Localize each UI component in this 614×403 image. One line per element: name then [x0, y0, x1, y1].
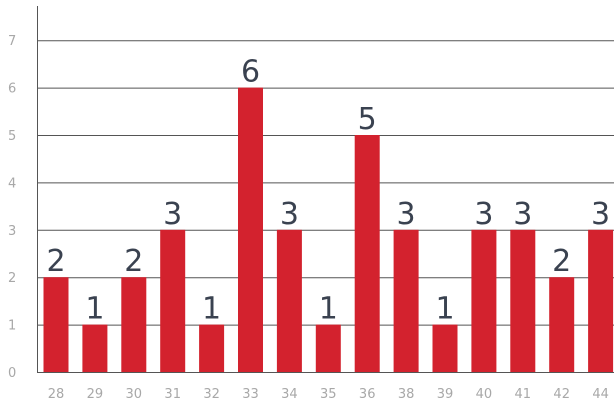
data-label-36: 5 — [358, 102, 377, 137]
bar-38 — [393, 229, 419, 372]
x-tick-label-34: 34 — [281, 387, 298, 402]
bar-32 — [199, 324, 225, 372]
data-label-39: 1 — [435, 292, 454, 327]
y-tick-label: 7 — [8, 34, 16, 49]
bar-39 — [432, 324, 458, 372]
bar-41 — [510, 229, 536, 372]
data-label-40: 3 — [474, 197, 493, 232]
x-tick-label-39: 39 — [437, 387, 454, 402]
x-tick-label-30: 30 — [126, 387, 143, 402]
bar-35 — [315, 324, 341, 372]
data-label-42: 2 — [552, 244, 571, 279]
bars — [43, 87, 614, 372]
y-tick-label: 4 — [8, 176, 16, 191]
y-tick-label: 2 — [8, 271, 16, 286]
y-tick-label: 1 — [8, 319, 16, 334]
x-tick-label-28: 28 — [48, 387, 65, 402]
x-tick-label-32: 32 — [203, 387, 220, 402]
data-label-33: 6 — [241, 55, 260, 90]
data-label-41: 3 — [513, 197, 532, 232]
x-tick-label-44: 44 — [592, 387, 609, 402]
x-tick-labels: 28 29 30 31 32 33 34 35 36 38 39 40 41 42 44 — [48, 387, 609, 402]
x-tick-label-36: 36 — [359, 387, 376, 402]
data-label-31: 3 — [163, 197, 182, 232]
x-tick-label-29: 29 — [87, 387, 104, 402]
x-tick-label-35: 35 — [320, 387, 337, 402]
y-tick-label: 5 — [8, 129, 16, 144]
data-label-38: 3 — [397, 197, 416, 232]
y-tick-label: 3 — [8, 224, 16, 239]
bar-40 — [471, 229, 497, 372]
x-tick-label-38: 38 — [398, 387, 415, 402]
bar-30 — [121, 277, 147, 372]
bar-31 — [160, 229, 186, 372]
bar-29 — [82, 324, 108, 372]
data-label-28: 2 — [46, 244, 65, 279]
data-label-29: 1 — [85, 292, 104, 327]
data-label-32: 1 — [202, 292, 221, 327]
y-tick-labels: 0 1 2 3 4 5 6 7 — [8, 34, 16, 381]
x-tick-label-41: 41 — [515, 387, 532, 402]
data-label-34: 3 — [280, 197, 299, 232]
data-label-30: 2 — [124, 244, 143, 279]
x-tick-label-33: 33 — [242, 387, 259, 402]
data-label-35: 1 — [319, 292, 338, 327]
y-tick-label: 0 — [8, 366, 16, 381]
y-tick-label: 6 — [8, 82, 16, 97]
x-tick-label-40: 40 — [476, 387, 493, 402]
bar-28 — [43, 277, 69, 372]
bar-42 — [549, 277, 575, 372]
bar-33 — [238, 87, 263, 372]
x-tick-label-42: 42 — [553, 387, 570, 402]
bar-36 — [354, 135, 380, 372]
data-label-44: 3 — [591, 197, 610, 232]
x-tick-label-31: 31 — [164, 387, 181, 402]
bar-34 — [276, 229, 302, 372]
bar-44 — [588, 229, 614, 372]
